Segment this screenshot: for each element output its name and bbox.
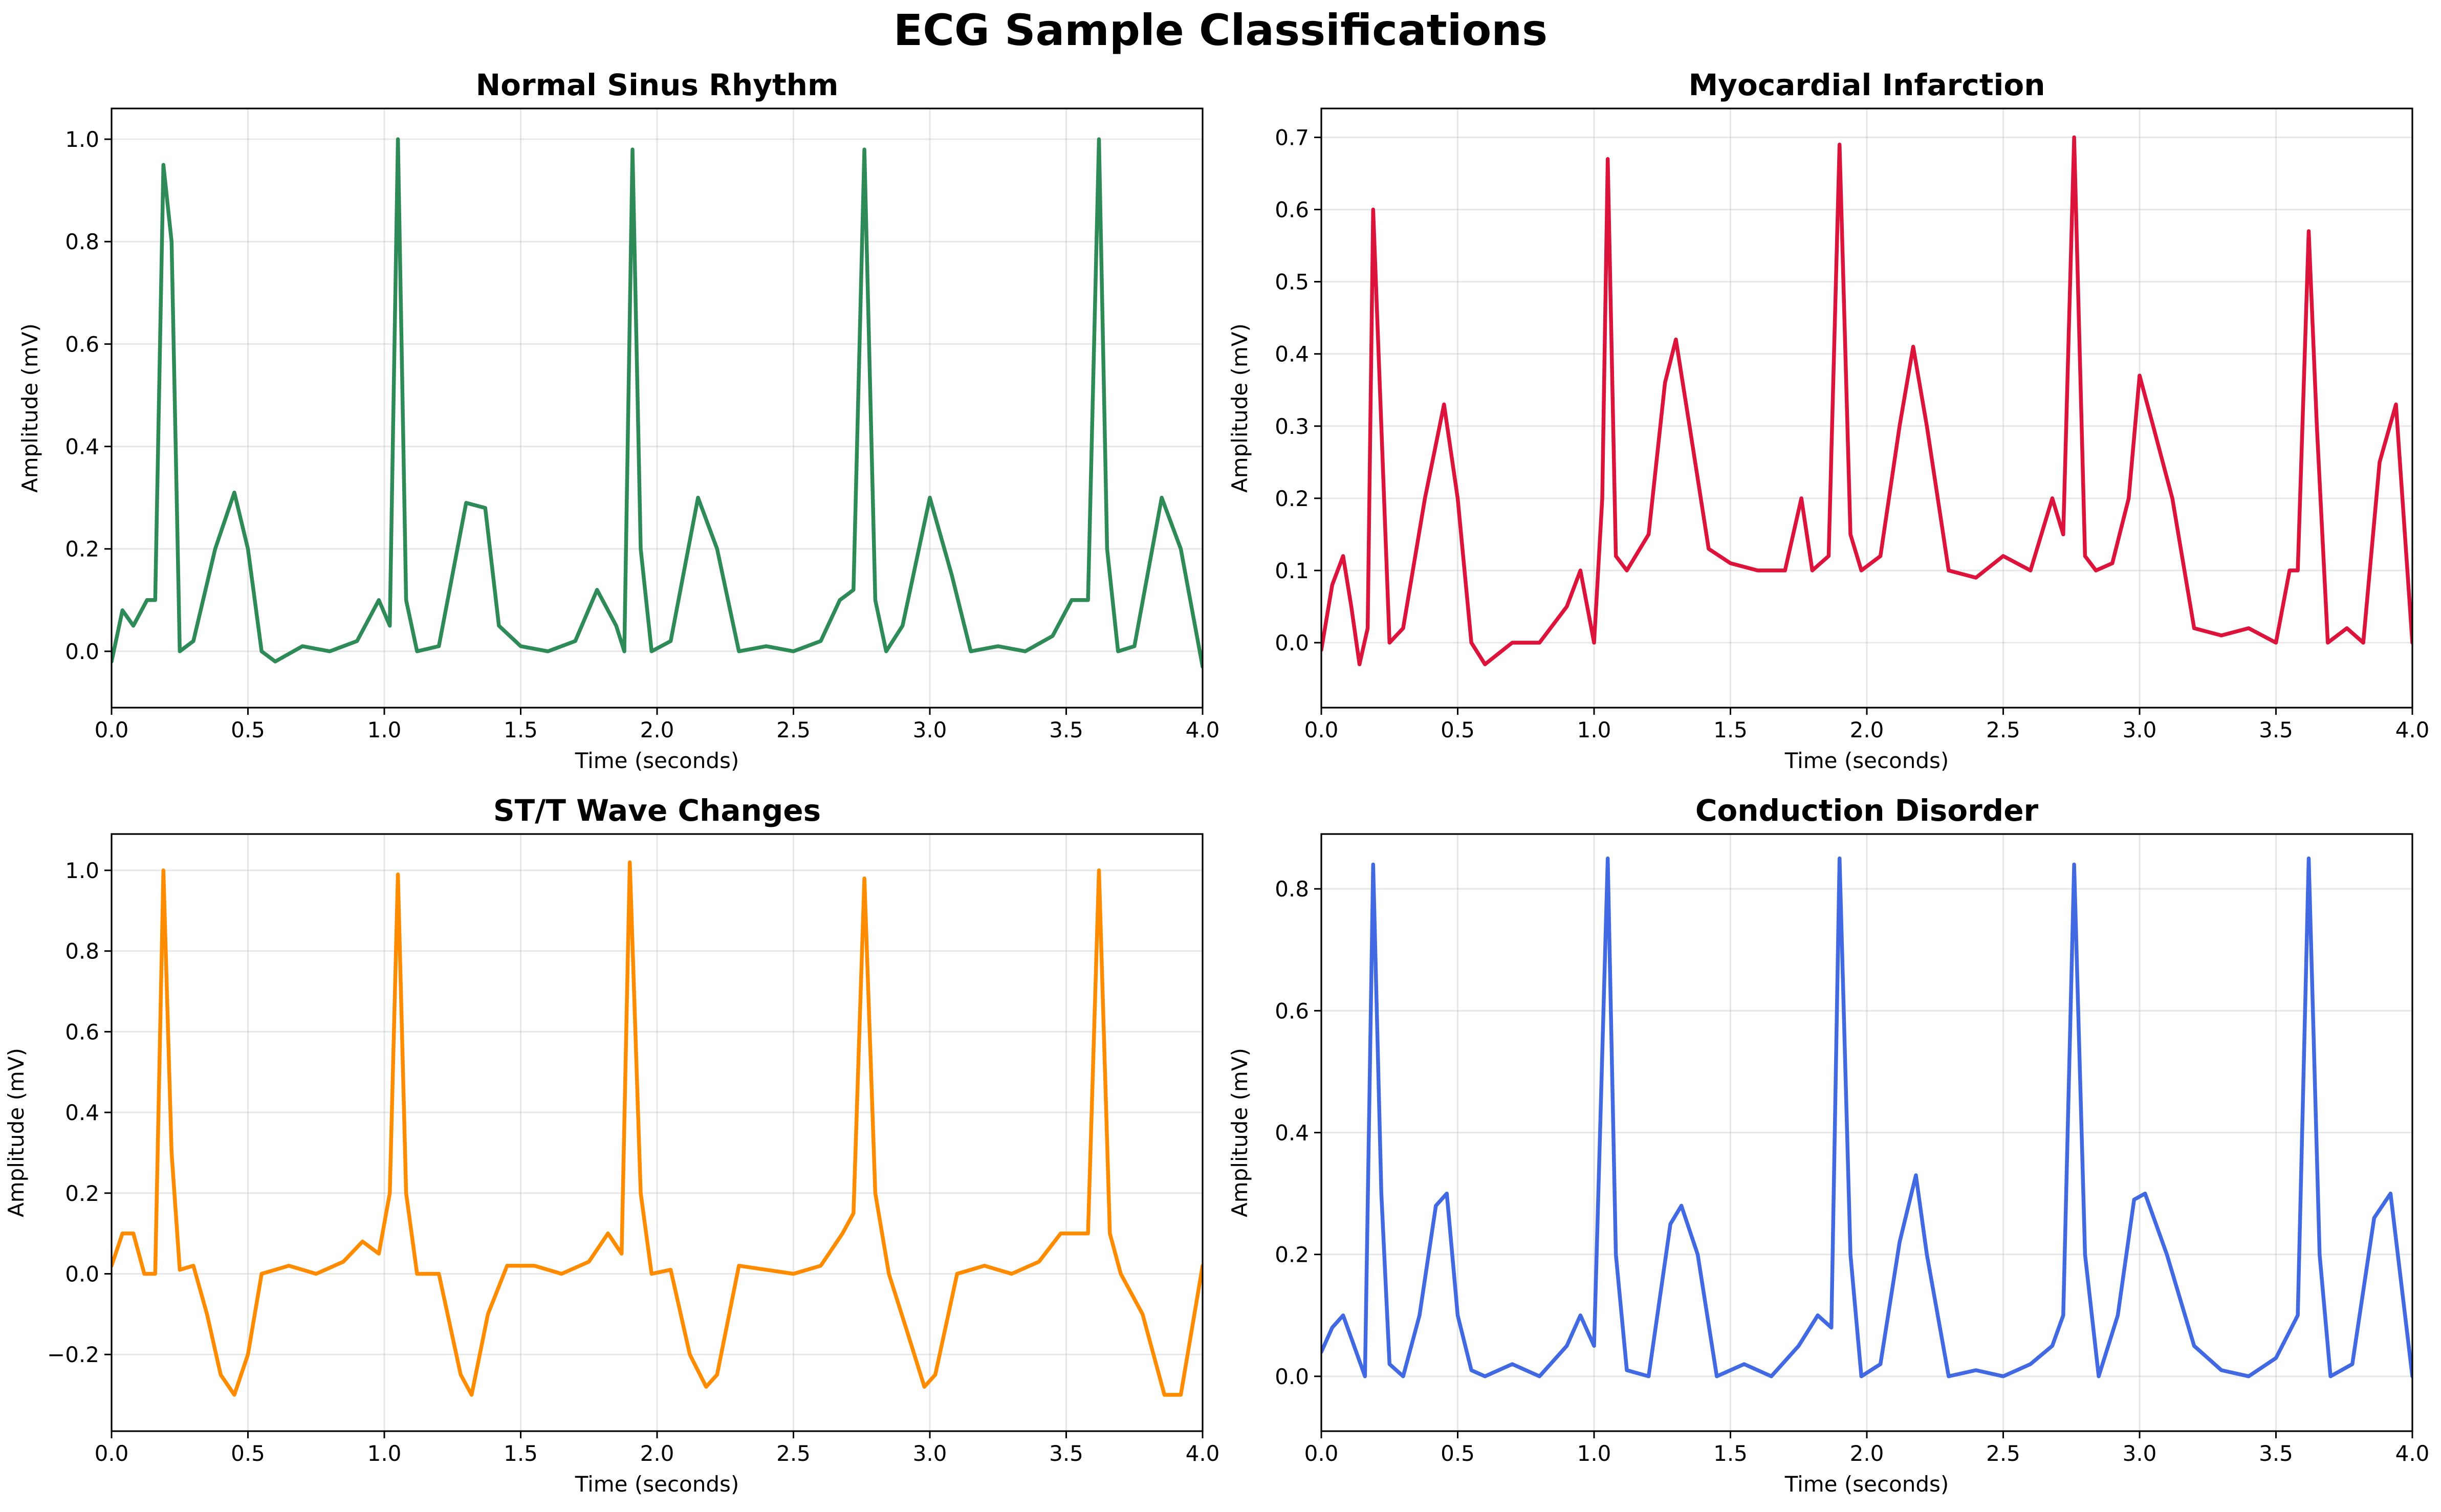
x-tick-label: 2.0 [1850,717,1884,742]
y-tick-label: 0.8 [1275,876,1309,902]
x-tick-label: 3.5 [1049,1441,1083,1466]
x-tick-label: 0.5 [1441,717,1475,742]
panel-normal-sinus-rhythm: 0.0 0.5 1.0 1.5 2.0 2.5 3.0 3.5 4.0 0.0 0.2 0.4 0.6 0… [17,68,1219,773]
y-tick-label: 0.2 [65,537,99,562]
x-tick-label: 4.0 [1186,717,1220,742]
figure-suptitle: ECG Sample Classifications [893,5,1548,55]
x-axis-label: Time (seconds) [1784,748,1949,773]
x-tick-label: 1.5 [1713,1441,1748,1466]
y-tick-label: 0.2 [65,1181,99,1206]
x-tick-label: 0.0 [1304,1441,1339,1466]
x-tick-label: 1.0 [367,717,402,742]
panel-conduction-disorder: 0.0 0.5 1.0 1.5 2.0 2.5 3.0 3.5 4.0 0.0 0.2 0.4 0.6 0… [1227,793,2429,1497]
x-tick-label: 0.5 [1441,1441,1475,1466]
x-tick-label: 1.0 [1577,1441,1611,1466]
y-tick-label: 0.2 [1275,486,1309,511]
y-tick-label: 0.8 [65,939,99,964]
x-tick-label: 3.0 [913,1441,947,1466]
x-tick-label: 0.5 [231,1441,265,1466]
x-tick-label: 0.5 [231,717,265,742]
x-tick-label: 4.0 [2395,717,2430,742]
x-tick-label: 3.5 [2259,717,2293,742]
y-tick-label: 0.0 [1275,1364,1309,1389]
y-tick-label: 0.6 [65,332,99,357]
y-tick-label: 1.0 [65,858,99,883]
y-tick-label: 0.4 [1275,1121,1309,1146]
x-tick-label: 0.0 [1304,717,1339,742]
y-tick-label: 0.4 [65,434,99,459]
x-tick-label: 1.5 [1713,717,1748,742]
panels-container: 0.0 0.5 1.0 1.5 2.0 2.5 3.0 3.5 4.00.00.20.40.60… [4,68,2429,1497]
y-tick-label: 0.6 [1275,998,1309,1023]
y-tick-label: 0.5 [1275,270,1309,295]
y-tick-label: 0.1 [1275,558,1309,583]
x-tick-label: 1.5 [504,1441,538,1466]
y-tick-label: 0.2 [1275,1242,1309,1267]
panel-title: Myocardial Infarction [1688,68,2045,102]
x-tick-label: 0.0 [95,717,129,742]
y-axis-label: Amplitude (mV) [17,323,42,493]
x-axis-label: Time (seconds) [1784,1472,1949,1497]
y-tick-label: −0.2 [47,1342,99,1367]
y-tick-label: 0.7 [1275,125,1309,150]
ecg-trace-st-t-wave-changes [112,860,1203,1397]
y-axis-label: Amplitude (mV) [1227,1048,1252,1217]
x-tick-label: 2.5 [1986,1441,2020,1466]
x-tick-label: 3.5 [1049,717,1083,742]
x-axis-label: Time (seconds) [575,748,739,773]
ecg-trace-conduction-disorder [1321,856,2412,1378]
x-tick-label: 4.0 [1186,1441,1220,1466]
y-tick-label: 0.0 [65,1261,99,1286]
x-tick-label: 2.5 [1986,717,2020,742]
x-tick-label: 2.5 [776,1441,811,1466]
x-tick-label: 2.0 [640,1441,674,1466]
x-tick-label: 3.0 [2123,717,2157,742]
x-tick-label: 3.0 [2123,1441,2157,1466]
panel-myocardial-infarction: 0.0 0.5 1.0 1.5 2.0 2.5 3.0 3.5 4.0 0.0 0.1 0.2 0.3 0… [1227,68,2429,773]
panel-st-t-wave-changes: 0.0 0.5 1.0 1.5 2.0 2.5 3.0 3.5 4.0 −0.2 0.0 0.2 0.4… [4,793,1219,1497]
y-tick-label: 0.3 [1275,414,1309,439]
ecg-trace-normal-sinus-rhythm [112,137,1203,669]
x-tick-label: 1.0 [367,1441,402,1466]
ecg-trace-myocardial-infarction [1321,135,2412,667]
x-tick-label: 1.0 [1577,717,1611,742]
x-tick-label: 3.5 [2259,1441,2293,1466]
x-tick-label: 3.0 [913,717,947,742]
panel-title: Conduction Disorder [1695,793,2039,828]
y-tick-label: 0.4 [1275,342,1309,367]
y-tick-label: 0.6 [1275,198,1309,223]
x-tick-label: 0.0 [95,1441,129,1466]
y-axis-label: Amplitude (mV) [4,1048,29,1217]
panel-title: ST/T Wave Changes [493,793,821,828]
x-tick-label: 2.0 [1850,1441,1884,1466]
y-tick-label: 1.0 [65,127,99,152]
x-tick-label: 2.5 [776,717,811,742]
y-tick-label: 0.8 [65,229,99,254]
panel-title: Normal Sinus Rhythm [476,68,839,102]
x-axis-label: Time (seconds) [575,1472,739,1497]
y-tick-label: 0.4 [65,1100,99,1125]
x-tick-label: 1.5 [504,717,538,742]
x-tick-label: 4.0 [2395,1441,2430,1466]
y-axis-label: Amplitude (mV) [1227,323,1252,493]
y-tick-label: 0.6 [65,1019,99,1044]
y-tick-label: 0.0 [65,639,99,664]
y-tick-label: 0.0 [1275,630,1309,655]
x-tick-label: 2.0 [640,717,674,742]
